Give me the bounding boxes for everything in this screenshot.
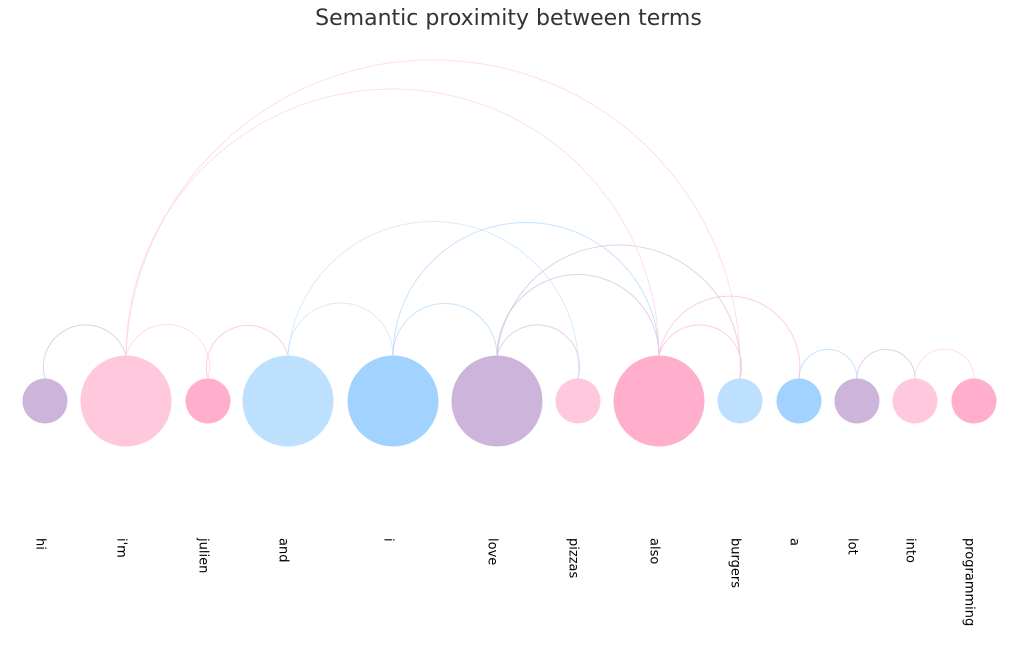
term-node[interactable] (717, 378, 763, 424)
term-label: programming (962, 538, 977, 626)
term-label: burgers (728, 538, 743, 588)
link-arc (856, 349, 916, 379)
link-arc (658, 324, 743, 379)
term-label: pizzas (566, 538, 581, 578)
link-arc (496, 274, 660, 356)
term-label: lot (845, 538, 860, 555)
link-arc (125, 88, 660, 356)
term-label: a (787, 538, 802, 546)
link-arc (287, 221, 579, 379)
term-node[interactable] (242, 355, 334, 447)
link-arc (125, 323, 211, 379)
term-node[interactable] (22, 378, 68, 424)
term-label: hi (33, 538, 48, 550)
term-node[interactable] (613, 355, 705, 447)
link-arc (287, 302, 394, 356)
term-label: i (381, 538, 396, 542)
link-arc (125, 59, 741, 379)
link-arc (798, 349, 858, 379)
link-arc (392, 303, 498, 356)
term-node[interactable] (892, 378, 938, 424)
term-node[interactable] (951, 378, 997, 424)
link-arc (42, 324, 127, 379)
labels-layer: hi i'm julien and i love pizzas also burgers a lot… (33, 537, 977, 626)
term-label: julien (196, 537, 211, 573)
link-arc (914, 348, 975, 379)
link-arc (496, 324, 581, 379)
link-arc (496, 244, 742, 379)
link-arc (658, 295, 801, 379)
term-label: love (485, 538, 500, 565)
link-arc (205, 324, 289, 379)
term-node[interactable] (185, 378, 231, 424)
term-node[interactable] (776, 378, 822, 424)
term-node[interactable] (347, 355, 439, 447)
chart-title: Semantic proximity between terms (315, 6, 702, 31)
term-label: also (647, 538, 662, 564)
term-label: into (903, 538, 918, 563)
link-arc (392, 222, 660, 356)
term-node[interactable] (555, 378, 601, 424)
term-node[interactable] (451, 355, 543, 447)
nodes-layer (22, 355, 997, 447)
term-label: i'm (114, 538, 129, 558)
term-node[interactable] (834, 378, 880, 424)
term-label: and (276, 538, 291, 562)
term-node[interactable] (80, 355, 172, 447)
links-layer (42, 59, 975, 379)
